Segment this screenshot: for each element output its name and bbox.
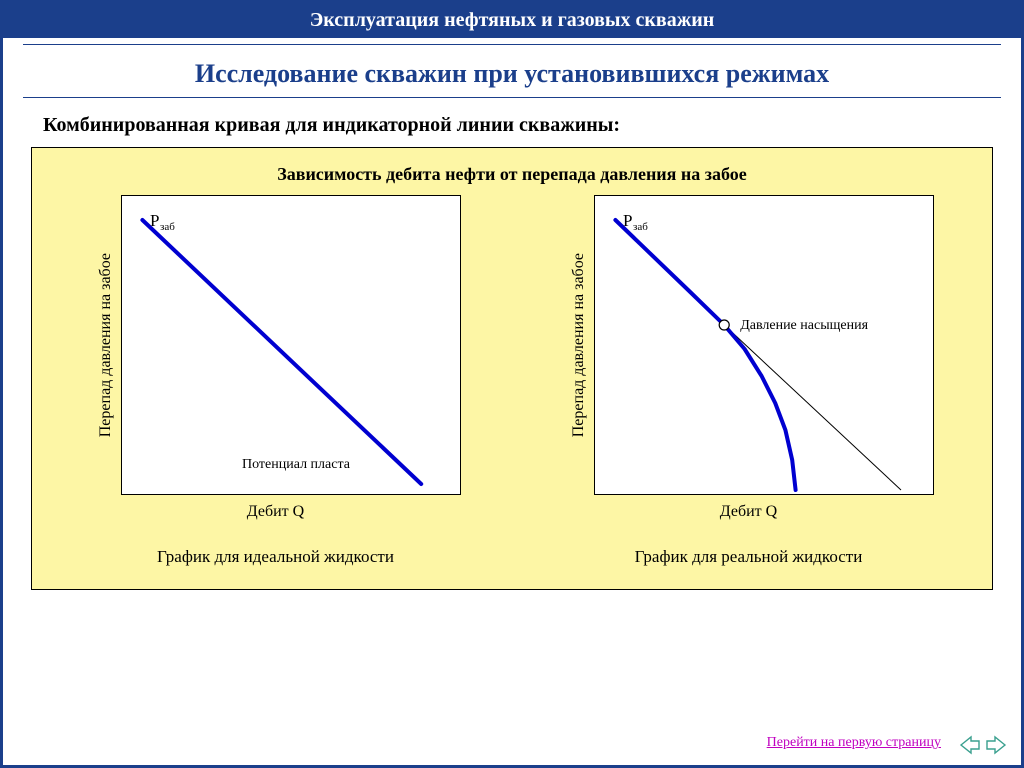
- chart-left-plot: Pзаб Потенциал пласта: [121, 195, 461, 495]
- chart-left-caption: График для идеальной жидкости: [157, 521, 394, 567]
- chart-right-plot: Pзаб Давление насыщения: [594, 195, 934, 495]
- next-arrow-button[interactable]: [985, 735, 1007, 755]
- chart-left-xlabel: Дебит Q: [247, 495, 304, 521]
- header-bar: Эксплуатация нефтяных и газовых скважин: [3, 3, 1021, 38]
- prev-arrow-button[interactable]: [959, 735, 981, 755]
- chart-right-caption: График для реальной жидкости: [635, 521, 863, 567]
- nav-arrows: [959, 735, 1007, 755]
- section-label: Комбинированная кривая для индикаторной …: [3, 98, 1021, 147]
- header-title: Эксплуатация нефтяных и газовых скважин: [310, 9, 715, 31]
- page-subtitle: Исследование скважин при установившихся …: [23, 45, 1001, 98]
- svg-text:Потенциал пласта: Потенциал пласта: [242, 457, 351, 472]
- charts-row: Перепад давления на забое Pзаб Потенциал …: [46, 195, 978, 567]
- svg-text:P: P: [623, 211, 632, 230]
- chart-right-wrap: Перепад давления на забое Pзаб Давление н…: [564, 195, 934, 495]
- svg-text:заб: заб: [633, 221, 648, 233]
- chart-right-xlabel: Дебит Q: [720, 495, 777, 521]
- chart-left-col: Перепад давления на забое Pзаб Потенциал …: [46, 195, 505, 567]
- first-page-link[interactable]: Перейти на первую страницу: [767, 735, 941, 751]
- figure-box: Зависимость дебита нефти от перепада дав…: [31, 147, 993, 590]
- chart-right-svg: Pзаб Давление насыщения: [595, 196, 935, 496]
- svg-text:заб: заб: [160, 221, 175, 233]
- svg-text:P: P: [150, 211, 159, 230]
- figure-title: Зависимость дебита нефти от перепада дав…: [46, 158, 978, 189]
- arrow-left-icon: [959, 735, 981, 755]
- chart-right-ylabel: Перепад давления на забое: [564, 253, 594, 437]
- chart-left-svg: Pзаб Потенциал пласта: [122, 196, 462, 496]
- chart-left-wrap: Перепад давления на забое Pзаб Потенциал …: [91, 195, 461, 495]
- svg-text:Давление насыщения: Давление насыщения: [740, 318, 868, 333]
- chart-right-col: Перепад давления на забое Pзаб Давление н…: [519, 195, 978, 567]
- arrow-right-icon: [985, 735, 1007, 755]
- chart-left-ylabel: Перепад давления на забое: [91, 253, 121, 437]
